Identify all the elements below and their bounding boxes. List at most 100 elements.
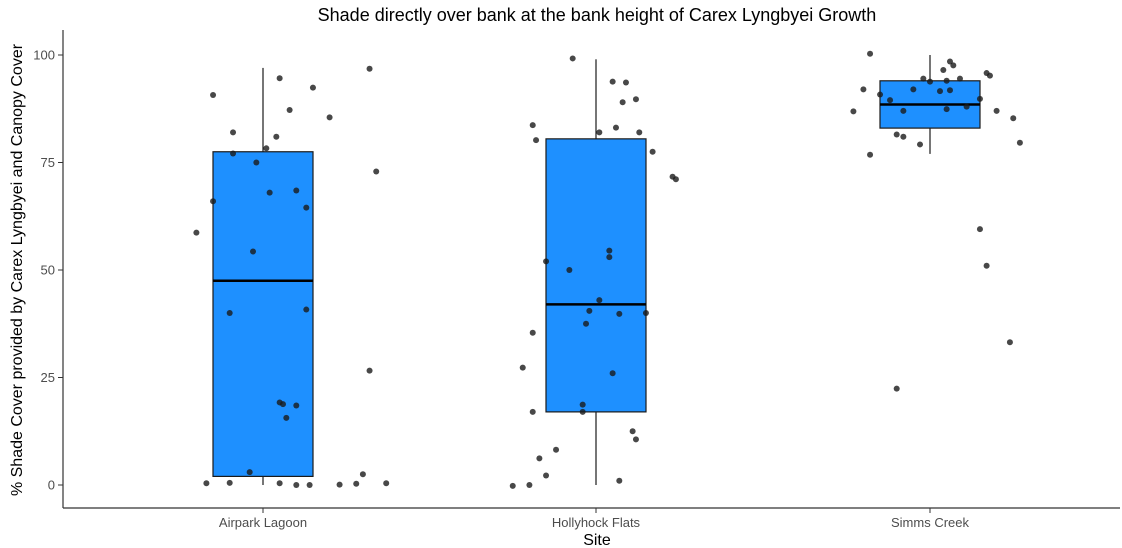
data-point bbox=[276, 480, 283, 487]
x-tick-label: Hollyhock Flats bbox=[552, 515, 641, 530]
data-point bbox=[253, 159, 260, 166]
data-point bbox=[950, 62, 957, 69]
data-point bbox=[612, 124, 619, 131]
data-point bbox=[529, 408, 536, 415]
data-point bbox=[920, 75, 927, 82]
data-point bbox=[306, 482, 313, 488]
data-point bbox=[543, 258, 550, 265]
data-point bbox=[893, 131, 900, 138]
data-point bbox=[636, 129, 643, 136]
data-point bbox=[226, 479, 233, 486]
data-point bbox=[900, 107, 907, 114]
data-point bbox=[606, 247, 613, 254]
data-point bbox=[983, 262, 990, 269]
data-point bbox=[246, 469, 253, 476]
data-point bbox=[230, 150, 237, 157]
data-point bbox=[609, 370, 616, 377]
data-point bbox=[900, 133, 907, 140]
data-point bbox=[579, 408, 586, 415]
data-point bbox=[536, 455, 543, 462]
data-point bbox=[1006, 339, 1013, 346]
data-point bbox=[526, 482, 533, 488]
data-point bbox=[910, 86, 917, 93]
data-point bbox=[877, 91, 884, 98]
data-point bbox=[629, 428, 636, 435]
data-point bbox=[860, 86, 867, 93]
data-point bbox=[273, 133, 280, 140]
data-point bbox=[366, 367, 373, 374]
data-point bbox=[569, 55, 576, 62]
data-point bbox=[276, 75, 283, 82]
data-point bbox=[529, 329, 536, 336]
data-point bbox=[946, 87, 953, 94]
data-point bbox=[649, 148, 656, 155]
data-point bbox=[383, 480, 390, 487]
data-point bbox=[359, 471, 366, 478]
data-point bbox=[943, 106, 950, 113]
data-point bbox=[993, 107, 1000, 114]
y-tick-label: 50 bbox=[41, 263, 55, 278]
data-point bbox=[616, 310, 623, 317]
data-point bbox=[893, 385, 900, 392]
data-point bbox=[293, 187, 300, 194]
data-point bbox=[672, 176, 679, 183]
data-point bbox=[887, 97, 894, 104]
data-point bbox=[956, 75, 963, 82]
data-point bbox=[927, 78, 933, 85]
data-point bbox=[283, 414, 290, 421]
chart-title: Shade directly over bank at the bank hei… bbox=[318, 5, 877, 25]
data-point bbox=[940, 67, 947, 74]
data-point bbox=[263, 145, 270, 152]
data-point bbox=[867, 50, 874, 57]
data-point bbox=[286, 107, 293, 114]
chart-marks: 0 25 50 75 100 Airpark Lagoon Hollyhock Flats S… bbox=[33, 30, 1120, 530]
y-tick-label: 100 bbox=[33, 48, 55, 63]
data-point bbox=[976, 226, 983, 233]
data-point bbox=[867, 151, 874, 158]
data-point bbox=[642, 310, 649, 316]
data-point bbox=[596, 129, 603, 136]
data-point bbox=[203, 480, 210, 487]
y-tick-label: 0 bbox=[48, 478, 55, 493]
data-point bbox=[596, 297, 603, 304]
data-point bbox=[986, 72, 993, 79]
data-point bbox=[963, 103, 970, 110]
x-axis-label: Site bbox=[583, 532, 611, 548]
data-point bbox=[279, 401, 286, 408]
x-tick-label: Simms Creek bbox=[891, 515, 970, 530]
data-point bbox=[193, 229, 200, 236]
data-point bbox=[303, 204, 310, 211]
data-point bbox=[293, 402, 300, 409]
data-point bbox=[583, 320, 590, 327]
data-point bbox=[606, 254, 613, 261]
data-point bbox=[632, 96, 639, 103]
data-point bbox=[519, 364, 526, 371]
data-point bbox=[266, 189, 273, 196]
data-point bbox=[1010, 115, 1017, 122]
data-point bbox=[366, 65, 373, 72]
data-point bbox=[230, 129, 237, 136]
data-point bbox=[533, 137, 540, 144]
box-iqr bbox=[545, 138, 647, 413]
data-point bbox=[509, 482, 516, 489]
data-point bbox=[566, 267, 573, 273]
data-point bbox=[293, 482, 300, 488]
data-point bbox=[609, 78, 616, 85]
data-point bbox=[529, 122, 536, 129]
data-point bbox=[619, 99, 626, 106]
data-point bbox=[616, 477, 623, 484]
data-point bbox=[850, 108, 857, 115]
y-tick-label: 25 bbox=[41, 370, 55, 385]
data-point bbox=[976, 95, 983, 102]
data-point bbox=[936, 88, 943, 95]
data-point bbox=[373, 168, 380, 175]
data-point bbox=[1016, 139, 1023, 146]
data-point bbox=[250, 248, 257, 255]
data-point bbox=[210, 198, 217, 205]
data-point bbox=[226, 310, 233, 316]
data-point bbox=[622, 79, 629, 86]
y-tick-label: 75 bbox=[41, 155, 55, 170]
data-point bbox=[543, 472, 550, 479]
